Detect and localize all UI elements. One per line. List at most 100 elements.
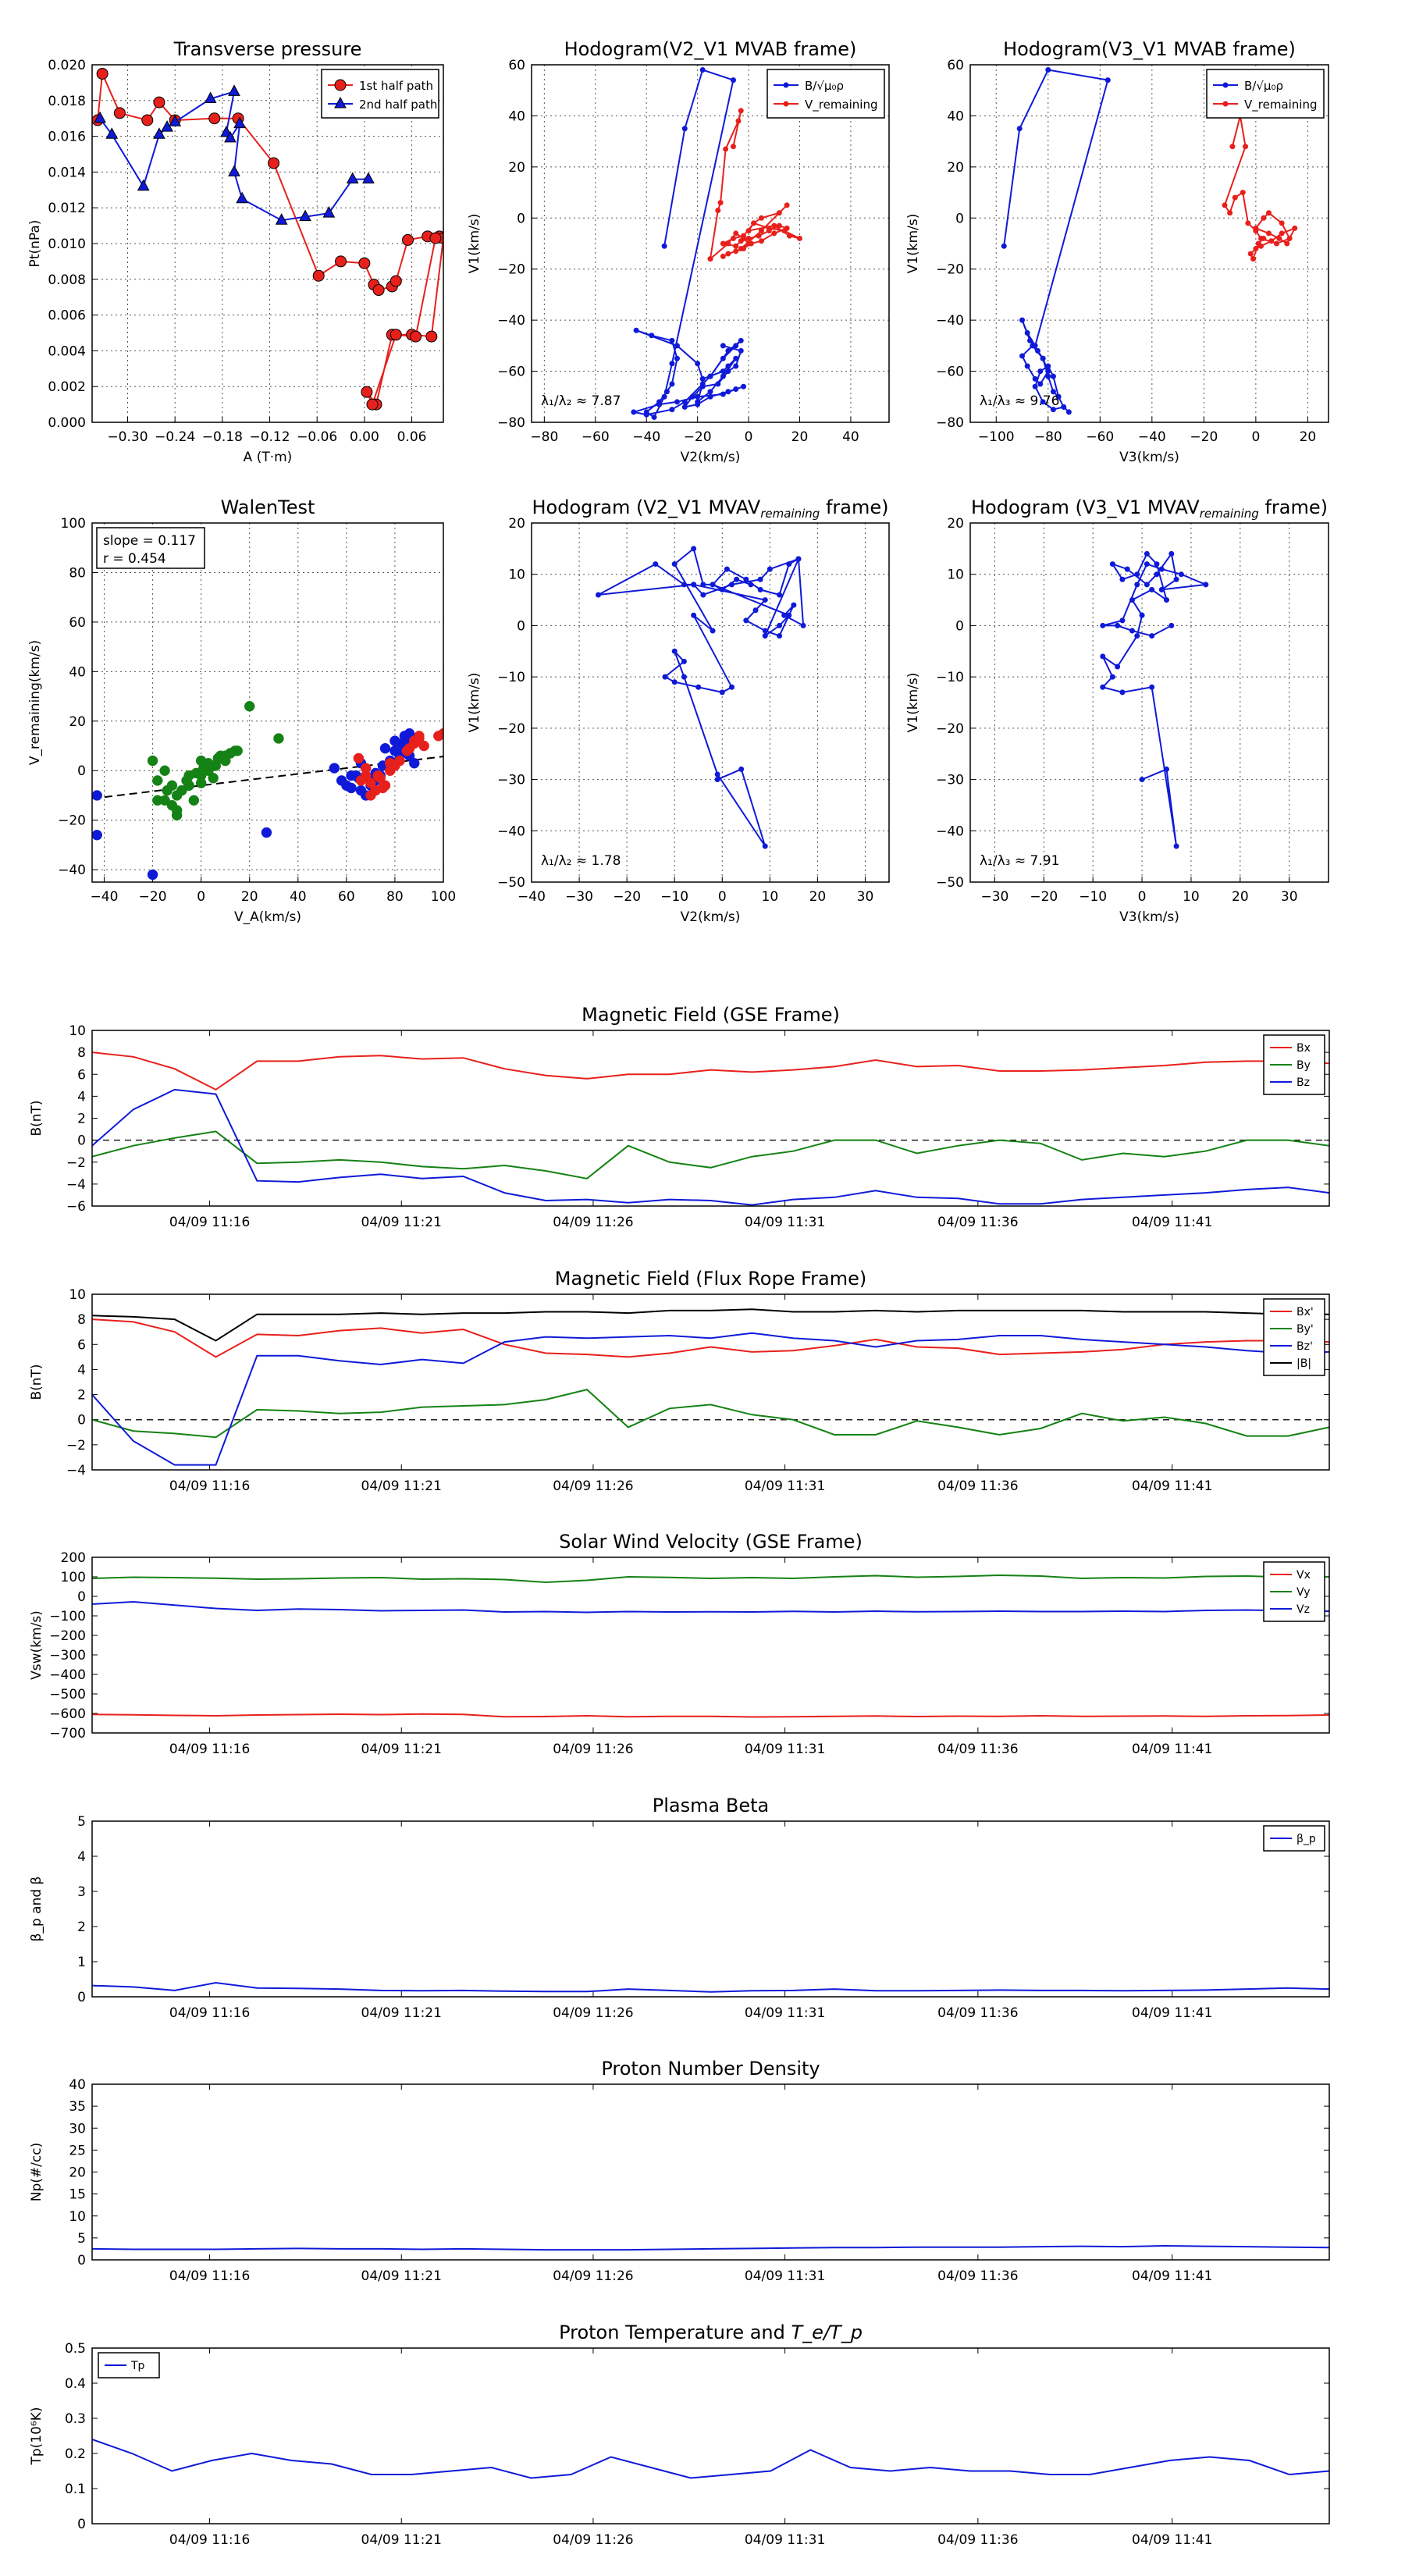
y-tick-label: 0.020: [48, 58, 86, 73]
data-point: [1100, 622, 1106, 628]
data-point: [725, 363, 731, 369]
data-point: [1115, 664, 1121, 670]
x-tick-label: 10: [762, 889, 779, 905]
data-point: [358, 257, 371, 269]
data-point: [1032, 375, 1038, 382]
data-point: [1032, 383, 1038, 390]
data-point: [797, 235, 802, 241]
data-point: [671, 679, 678, 685]
x-tick-label: 04/09 11:31: [745, 2532, 825, 2548]
y-tick-label: −40: [936, 824, 964, 839]
data-point: [1050, 407, 1056, 413]
data-point: [1001, 243, 1007, 249]
y-tick-label: 20: [508, 160, 525, 176]
legend-box: [321, 69, 439, 119]
plot-frame: [91, 2083, 1330, 2261]
x-tick-label: 0.06: [397, 429, 427, 445]
data-point: [741, 383, 747, 390]
data-point: [643, 411, 649, 418]
data-point: [1178, 571, 1184, 578]
data-point: [1055, 393, 1062, 400]
y-tick-label: −600: [49, 1706, 86, 1722]
legend-box: [1263, 1298, 1325, 1376]
data-point: [166, 799, 178, 811]
data-point: [595, 592, 601, 598]
data-point: [720, 355, 726, 361]
data-point: [1040, 355, 1046, 361]
data-point: [273, 733, 284, 744]
plot-frame: [91, 1820, 1330, 1998]
data-point: [152, 795, 163, 806]
y-tick-label: −40: [497, 313, 525, 329]
series-line: [92, 1713, 1329, 1718]
chart-title: Hodogram(V2_V1 MVAB frame): [564, 38, 857, 60]
y-tick-label: 80: [69, 565, 86, 581]
y-tick-label: 0.010: [48, 237, 86, 252]
chart-density: 04/09 11:16 04/09 11:21 04/09 11:26 04/09 1…: [29, 2058, 1330, 2284]
plot-frame: [91, 1030, 1330, 1207]
y-tick-label: 0: [77, 1589, 86, 1605]
x-tick-label: 04/09 11:21: [361, 1215, 442, 1230]
data-point: [1134, 582, 1140, 588]
y-tick-label: −30: [936, 773, 964, 788]
data-point: [758, 215, 764, 221]
data-point: [1061, 404, 1067, 410]
data-point: [225, 748, 236, 759]
legend-label: By: [1297, 1059, 1311, 1072]
x-tick-label: 04/09 11:16: [169, 2532, 250, 2548]
legend: Vx Vy Vz: [1263, 1561, 1325, 1622]
data-point: [1149, 633, 1155, 639]
data-point: [720, 373, 726, 379]
data-point: [224, 130, 237, 143]
data-point: [389, 735, 400, 746]
y-tick-label: 0: [955, 211, 964, 226]
data-point: [784, 202, 790, 208]
data-point: [730, 77, 736, 84]
data-point: [1045, 67, 1051, 73]
x-tick-label: 0: [197, 889, 205, 905]
x-tick-label: 0: [1138, 889, 1147, 905]
data-point: [438, 728, 443, 739]
y-tick-label: 20: [69, 714, 86, 730]
x-tick-label: 04/09 11:21: [361, 2268, 442, 2284]
data-point: [1119, 689, 1126, 696]
y-axis-label: B(nT): [29, 1100, 44, 1136]
data-point: [152, 775, 163, 786]
data-point: [715, 381, 721, 387]
data-point: [212, 753, 224, 764]
data-point: [335, 255, 347, 268]
y-tick-label: 40: [508, 109, 525, 124]
data-point: [671, 648, 678, 654]
x-tick-label: 04/09 11:31: [745, 2268, 825, 2284]
data-point: [346, 770, 357, 781]
data-point: [361, 386, 373, 398]
x-tick-label: −80: [530, 429, 558, 445]
data-point: [334, 79, 347, 91]
y-tick-label: 0.014: [48, 165, 86, 180]
x-tick-label: −30: [980, 889, 1008, 905]
y-tick-label: 20: [947, 516, 964, 532]
legend-label: Tp: [130, 2360, 145, 2372]
y-tick-label: 2: [77, 1112, 86, 1127]
plot-frame: [91, 1557, 1330, 1734]
y-tick-label: −60: [497, 365, 525, 380]
data-point: [733, 355, 739, 361]
chart-title: Proton Temperature and T_e/T_p: [559, 2322, 863, 2343]
x-tick-label: 04/09 11:26: [553, 2268, 633, 2284]
x-tick-label: −20: [139, 889, 167, 905]
plot-area: [92, 2244, 1329, 2251]
y-axis-label: V_remaining(km/s): [27, 640, 43, 765]
data-point: [1134, 571, 1140, 578]
data-point: [741, 233, 747, 239]
data-point: [188, 795, 200, 806]
y-tick-label: 0.002: [48, 379, 86, 395]
y-tick-label: 0: [955, 618, 964, 634]
data-point: [1050, 389, 1056, 395]
data-point: [1040, 399, 1046, 405]
data-point: [401, 233, 414, 246]
data-point: [786, 233, 792, 239]
x-tick-label: 40: [290, 889, 307, 905]
x-tick-label: 20: [791, 429, 809, 445]
annotation-text: λ₁/λ₃ ≈ 9.76: [980, 393, 1059, 409]
x-tick-label: 04/09 11:36: [937, 1478, 1018, 1494]
